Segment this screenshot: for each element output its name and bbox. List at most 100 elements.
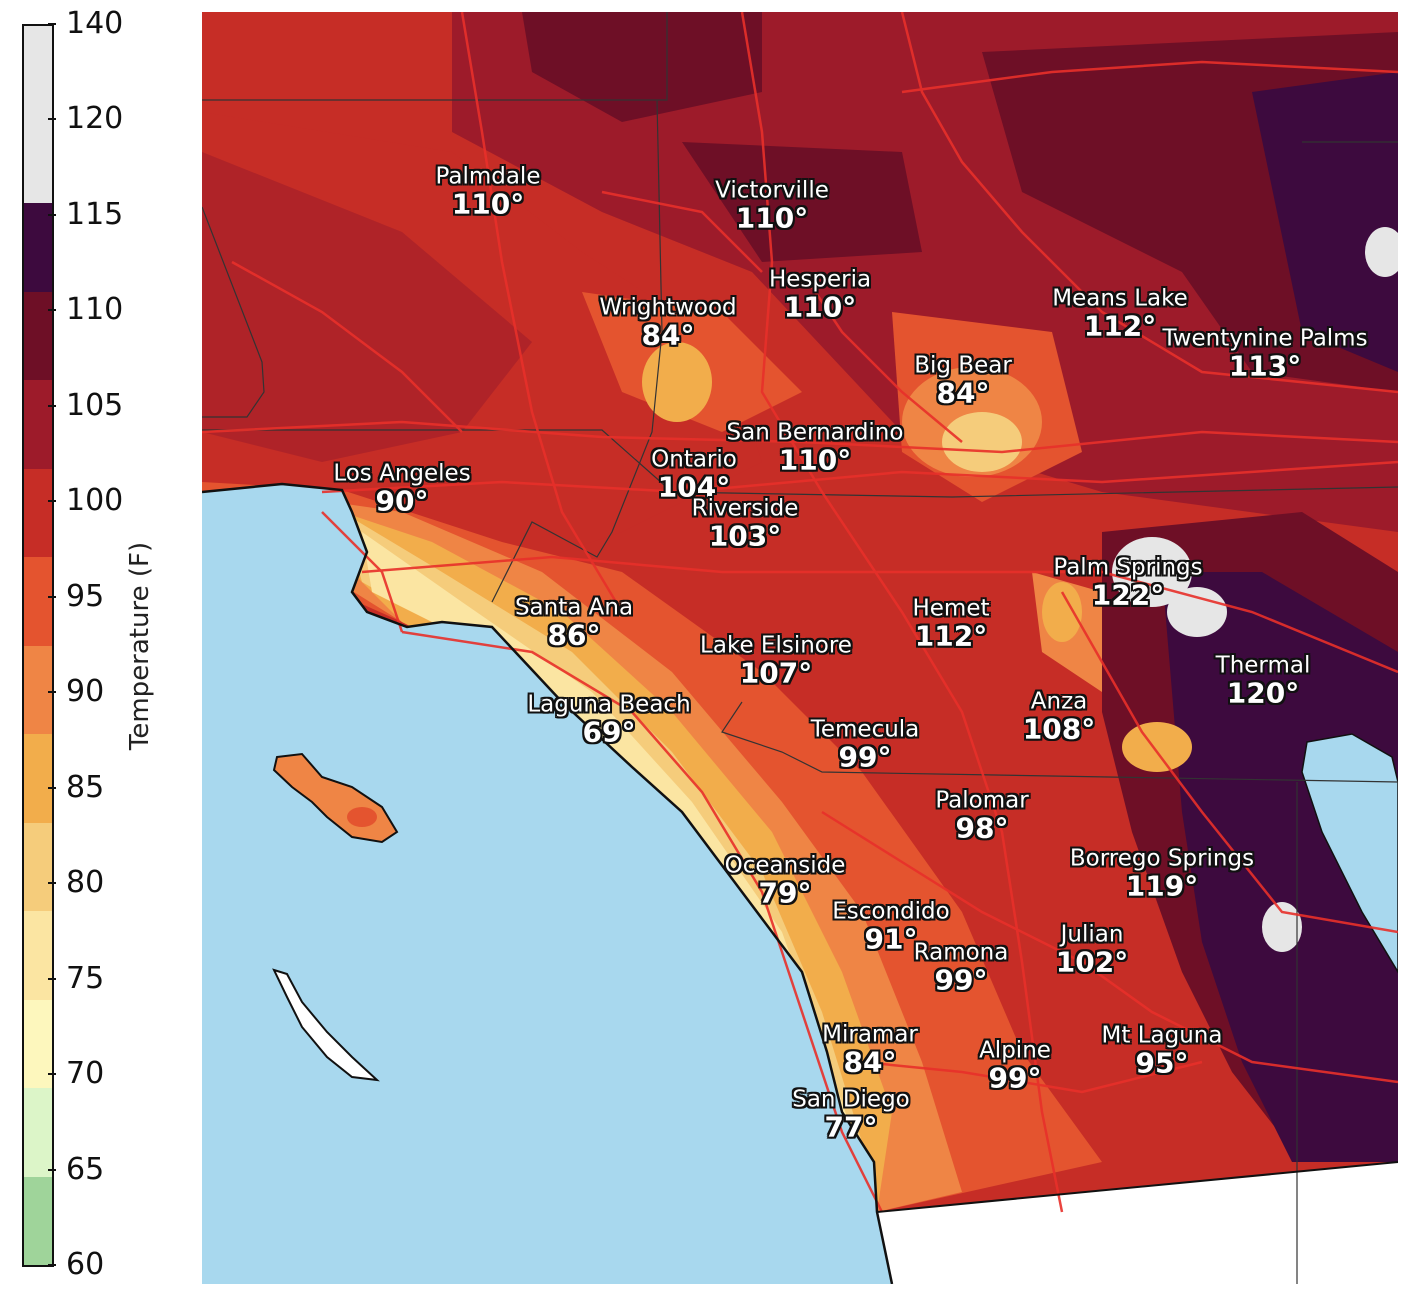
city-name: Hemet <box>912 595 990 622</box>
city-temperature: 99° <box>934 963 988 997</box>
city-label: Borrego Springs 119° <box>1069 845 1255 903</box>
city-temperature: 77° <box>824 1110 878 1144</box>
city-label: Means Lake 112° <box>1052 286 1188 341</box>
city-label: Thermal 120° <box>1215 652 1311 710</box>
city-name: Los Angeles <box>333 460 471 487</box>
city-temperature: 110° <box>778 443 852 477</box>
colorbar-band <box>24 645 52 734</box>
colorbar-tick <box>48 882 56 884</box>
colorbar-tick-label: 75 <box>66 961 105 996</box>
colorbar-tick-label: 60 <box>66 1247 105 1282</box>
city-temperature: 79° <box>758 876 812 910</box>
city-temperature: 113° <box>1228 349 1302 383</box>
san-clemente-island <box>272 968 380 1082</box>
coastline <box>202 482 894 1284</box>
city-name: Borrego Springs <box>1069 845 1255 872</box>
city-temperature: 103° <box>708 519 782 553</box>
city-temperature: 84° <box>936 376 990 410</box>
salton-sea <box>1301 733 1398 974</box>
city-name: Big Bear <box>914 352 1012 379</box>
city-name: Lake Elsinore <box>700 632 852 659</box>
city-temperature: 84° <box>641 318 695 352</box>
city-label: Oceanside 79° <box>724 852 846 910</box>
city-label: Victorville 110° <box>715 178 829 235</box>
colorbar <box>22 24 54 1267</box>
colorbar-tick-label: 90 <box>66 674 105 709</box>
colorbar-tick-label: 140 <box>66 6 124 41</box>
city-label: Ontario 104° <box>651 446 737 504</box>
city-label: Hemet 112° <box>912 595 990 651</box>
mexico-area <box>877 1162 1398 1284</box>
city-label: Mt Laguna 95° <box>1101 1022 1223 1078</box>
city-temperature: 102° <box>1055 945 1129 979</box>
city-label: Alpine 99° <box>979 1038 1051 1093</box>
city-name: Mt Laguna <box>1101 1022 1223 1049</box>
colorbar-tick-label: 80 <box>66 865 105 900</box>
city-temperature: 119° <box>1125 869 1199 903</box>
city-label: Hesperia 110° <box>768 266 872 324</box>
colorbar-tick <box>48 118 56 120</box>
colorbar-tick <box>48 1073 56 1075</box>
colorbar-tick <box>48 23 56 25</box>
colorbar-tick-label: 85 <box>66 770 105 805</box>
city-label: Twentynine Palms 113° <box>1162 325 1368 383</box>
city-name: Anza <box>1030 688 1088 715</box>
city-name: Miramar <box>822 1021 918 1048</box>
city-temperature: 84° <box>843 1045 897 1079</box>
city-name: Laguna Beach <box>527 691 691 718</box>
city-name: Oceanside <box>724 852 846 879</box>
colorbar-band <box>24 291 52 380</box>
city-temperature: 91° <box>864 922 918 956</box>
colorbar-tick-label: 120 <box>66 101 124 136</box>
colorbar-tick <box>48 691 56 693</box>
city-name: Palm Springs <box>1053 554 1203 581</box>
city-label: Temecula 99° <box>810 716 920 772</box>
city-label: Wrightwood 84° <box>599 294 737 352</box>
colorbar-tick-label: 115 <box>66 197 124 232</box>
colorbar-tick <box>48 978 56 980</box>
city-temperature: 108° <box>1022 712 1096 746</box>
city-temperature: 104° <box>657 470 731 504</box>
city-name: Twentynine Palms <box>1162 325 1368 352</box>
city-label: Los Angeles 90° <box>333 460 471 516</box>
colorbar-tick-label: 70 <box>66 1056 105 1091</box>
city-name: Thermal <box>1215 652 1311 679</box>
city-name: Palomar <box>935 787 1029 814</box>
city-name: Ontario <box>651 446 737 473</box>
city-temperature: 110° <box>735 201 809 235</box>
city-label: Palmdale 110° <box>435 163 541 221</box>
city-temperature: 122° <box>1091 578 1165 612</box>
city-temperature: 120° <box>1226 676 1300 710</box>
colorbar-tick <box>48 500 56 502</box>
colorbar-band <box>24 557 52 646</box>
city-temperature: 98° <box>955 811 1009 845</box>
colorbar-tick <box>48 787 56 789</box>
colorbar-band <box>24 468 52 557</box>
colorbar-tick-label: 105 <box>66 388 124 423</box>
colorbar-band <box>24 203 52 292</box>
city-name: Ramona <box>913 939 1009 966</box>
land-temperature-field <box>202 12 1398 1212</box>
city-name: Palmdale <box>435 163 541 190</box>
colorbar-band <box>24 999 52 1088</box>
colorbar-tick <box>48 214 56 216</box>
colorbar-tick-label: 95 <box>66 579 105 614</box>
city-name: Temecula <box>810 716 920 743</box>
roads <box>202 12 1398 1213</box>
city-name: Riverside <box>691 495 799 522</box>
city-name: Santa Ana <box>514 594 634 621</box>
colorbar-tick <box>48 1264 56 1266</box>
city-temperature: 110° <box>783 290 857 324</box>
colorbar-band <box>24 380 52 469</box>
colorbar-title: Temperature (F) <box>125 541 155 751</box>
city-name: Hesperia <box>768 266 872 293</box>
city-name: Julian <box>1060 921 1124 948</box>
city-label: Lake Elsinore 107° <box>700 632 852 688</box>
colorbar-band <box>24 822 52 911</box>
city-label: Big Bear 84° <box>914 352 1012 410</box>
city-name: San Bernardino <box>726 419 904 446</box>
colorbar-tick-label: 100 <box>66 483 124 518</box>
city-temperature: 110° <box>451 187 525 221</box>
city-label: Ramona 99° <box>913 939 1009 997</box>
city-name: Wrightwood <box>599 294 737 321</box>
